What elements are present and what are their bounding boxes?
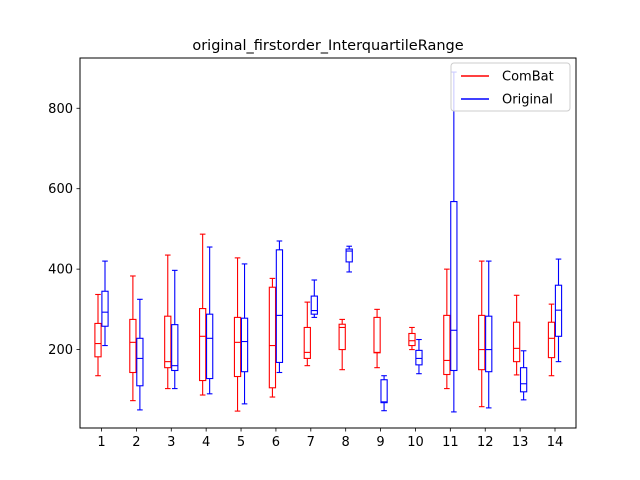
box xyxy=(233,316,242,378)
box xyxy=(94,322,102,358)
box xyxy=(450,201,458,372)
legend-label-combat: ComBat xyxy=(502,70,554,85)
x-tick-label: 8 xyxy=(342,435,350,450)
y-tick-label: 600 xyxy=(48,182,73,197)
series-combat xyxy=(94,233,556,412)
x-tick-label: 6 xyxy=(272,435,280,450)
x-tick-label: 4 xyxy=(202,435,210,450)
box xyxy=(101,290,109,327)
y-tick-label: 400 xyxy=(48,263,73,278)
x-tick-label: 9 xyxy=(376,435,384,450)
box xyxy=(485,315,493,373)
box xyxy=(164,315,172,369)
x-tick-label: 10 xyxy=(407,435,424,450)
box xyxy=(512,321,521,363)
box xyxy=(199,308,207,382)
box xyxy=(443,314,451,376)
box xyxy=(415,349,423,366)
x-tick-label: 12 xyxy=(477,435,494,450)
box xyxy=(408,332,416,347)
box xyxy=(240,317,249,373)
y-tick-label: 200 xyxy=(48,343,73,358)
box xyxy=(380,379,388,404)
x-tick-label: 1 xyxy=(97,435,105,450)
box xyxy=(275,249,284,363)
box xyxy=(338,323,346,351)
legend-label-original: Original xyxy=(502,93,553,108)
x-tick-label: 11 xyxy=(442,435,459,450)
y-tick-label: 800 xyxy=(48,102,73,117)
box xyxy=(547,321,556,359)
series-original xyxy=(101,71,563,413)
box xyxy=(268,286,277,389)
x-tick-label: 13 xyxy=(512,435,529,450)
plot-marks xyxy=(94,71,563,413)
box xyxy=(171,324,179,372)
box xyxy=(554,284,563,337)
box xyxy=(206,313,214,380)
box xyxy=(136,337,144,387)
box xyxy=(310,295,318,315)
x-tick-label: 14 xyxy=(547,435,564,450)
x-tick-label: 7 xyxy=(307,435,315,450)
box xyxy=(519,367,528,393)
box xyxy=(345,248,353,263)
x-tick-label: 2 xyxy=(132,435,140,450)
box xyxy=(303,326,311,359)
box xyxy=(129,318,137,374)
x-tick-label: 5 xyxy=(237,435,245,450)
chart-title: original_firstorder_InterquartileRange xyxy=(192,38,463,54)
legend: ComBat Original xyxy=(450,62,571,112)
plot-frame xyxy=(79,57,577,429)
box xyxy=(478,314,486,371)
x-tick-label: 3 xyxy=(167,435,175,450)
